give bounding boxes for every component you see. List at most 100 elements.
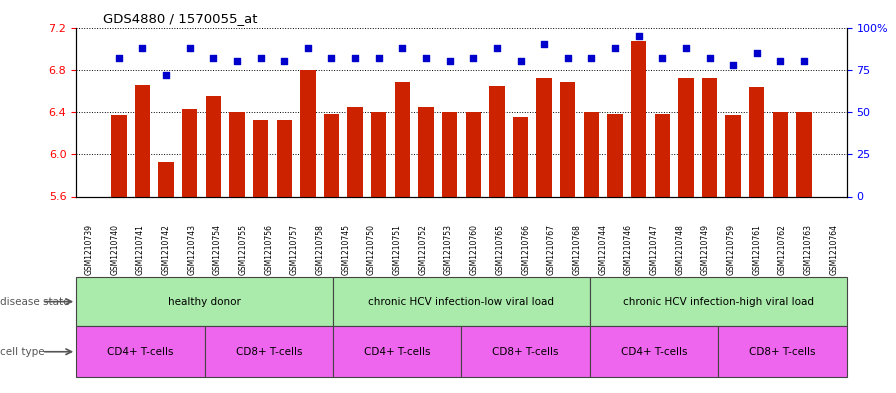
Point [159, 72, 173, 78]
Text: chronic HCV infection-high viral load: chronic HCV infection-high viral load [623, 297, 814, 307]
Point [206, 55, 220, 61]
Point [230, 58, 245, 64]
Text: GSM1210767: GSM1210767 [547, 224, 556, 275]
Text: GSM1210752: GSM1210752 [418, 224, 427, 275]
Text: GSM1210742: GSM1210742 [161, 224, 170, 275]
Point [135, 45, 150, 51]
Bar [466, 112, 481, 196]
Bar [772, 112, 788, 196]
Text: GDS4880 / 1570055_at: GDS4880 / 1570055_at [103, 12, 257, 25]
Text: GSM1210757: GSM1210757 [290, 224, 299, 275]
Bar [749, 87, 764, 196]
Bar [182, 109, 197, 196]
Point [702, 55, 717, 61]
Bar [300, 70, 315, 196]
Text: GSM1210763: GSM1210763 [804, 224, 813, 275]
Bar [277, 120, 292, 196]
Point [561, 55, 575, 61]
Text: healthy donor: healthy donor [168, 297, 241, 307]
Text: GSM1210750: GSM1210750 [367, 224, 376, 275]
Point [632, 33, 646, 39]
Text: CD8+ T-cells: CD8+ T-cells [236, 347, 302, 357]
Text: GSM1210746: GSM1210746 [624, 224, 633, 275]
Point [513, 58, 528, 64]
Bar [418, 107, 434, 196]
Text: GSM1210744: GSM1210744 [599, 224, 607, 275]
Bar [323, 114, 340, 196]
Bar [537, 78, 552, 196]
Bar [229, 112, 245, 196]
Text: GSM1210743: GSM1210743 [187, 224, 196, 275]
Point [678, 45, 693, 51]
Point [607, 45, 622, 51]
Text: GSM1210753: GSM1210753 [444, 224, 453, 275]
Text: CD8+ T-cells: CD8+ T-cells [493, 347, 559, 357]
Bar [726, 115, 741, 196]
Bar [206, 96, 221, 196]
Bar [253, 120, 268, 196]
Text: GSM1210740: GSM1210740 [110, 224, 119, 275]
Point [773, 58, 788, 64]
Point [584, 55, 599, 61]
Text: GSM1210756: GSM1210756 [264, 224, 273, 275]
Bar [607, 114, 623, 196]
Point [324, 55, 339, 61]
Bar [111, 115, 126, 196]
Text: GSM1210745: GSM1210745 [341, 224, 350, 275]
Text: GSM1210758: GSM1210758 [315, 224, 324, 275]
Text: chronic HCV infection-low viral load: chronic HCV infection-low viral load [368, 297, 555, 307]
Bar [655, 114, 670, 196]
Text: GSM1210755: GSM1210755 [238, 224, 247, 275]
Bar [489, 86, 504, 196]
Bar [702, 78, 717, 196]
Point [418, 55, 433, 61]
Text: disease state: disease state [0, 297, 70, 307]
Text: CD4+ T-cells: CD4+ T-cells [364, 347, 430, 357]
Point [112, 55, 126, 61]
Bar [442, 112, 457, 196]
Text: GSM1210765: GSM1210765 [495, 224, 504, 275]
Text: GSM1210766: GSM1210766 [521, 224, 530, 275]
Text: GSM1210760: GSM1210760 [470, 224, 478, 275]
Bar [513, 117, 528, 196]
Text: GSM1210748: GSM1210748 [676, 224, 685, 275]
Point [183, 45, 197, 51]
Point [490, 45, 504, 51]
Point [466, 55, 480, 61]
Point [750, 50, 764, 56]
Bar [134, 84, 151, 196]
Text: cell type: cell type [0, 347, 45, 357]
Point [797, 58, 811, 64]
Bar [678, 78, 694, 196]
Text: GSM1210761: GSM1210761 [753, 224, 762, 275]
Text: CD4+ T-cells: CD4+ T-cells [108, 347, 174, 357]
Bar [583, 112, 599, 196]
Bar [631, 41, 646, 196]
Point [537, 41, 551, 48]
Bar [395, 83, 410, 196]
Text: GSM1210764: GSM1210764 [830, 224, 839, 275]
Bar [560, 83, 575, 196]
Point [348, 55, 362, 61]
Text: GSM1210747: GSM1210747 [650, 224, 659, 275]
Point [301, 45, 315, 51]
Bar [371, 112, 386, 196]
Point [395, 45, 409, 51]
Text: GSM1210762: GSM1210762 [778, 224, 787, 275]
Text: CD4+ T-cells: CD4+ T-cells [621, 347, 687, 357]
Text: GSM1210739: GSM1210739 [84, 224, 93, 275]
Bar [797, 112, 812, 196]
Text: GSM1210741: GSM1210741 [136, 224, 145, 275]
Text: GSM1210759: GSM1210759 [727, 224, 736, 275]
Text: GSM1210749: GSM1210749 [701, 224, 710, 275]
Point [443, 58, 457, 64]
Bar [348, 107, 363, 196]
Point [254, 55, 268, 61]
Point [372, 55, 386, 61]
Bar [159, 162, 174, 196]
Text: CD8+ T-cells: CD8+ T-cells [749, 347, 815, 357]
Text: GSM1210751: GSM1210751 [392, 224, 401, 275]
Point [277, 58, 291, 64]
Point [726, 62, 740, 68]
Text: GSM1210754: GSM1210754 [213, 224, 222, 275]
